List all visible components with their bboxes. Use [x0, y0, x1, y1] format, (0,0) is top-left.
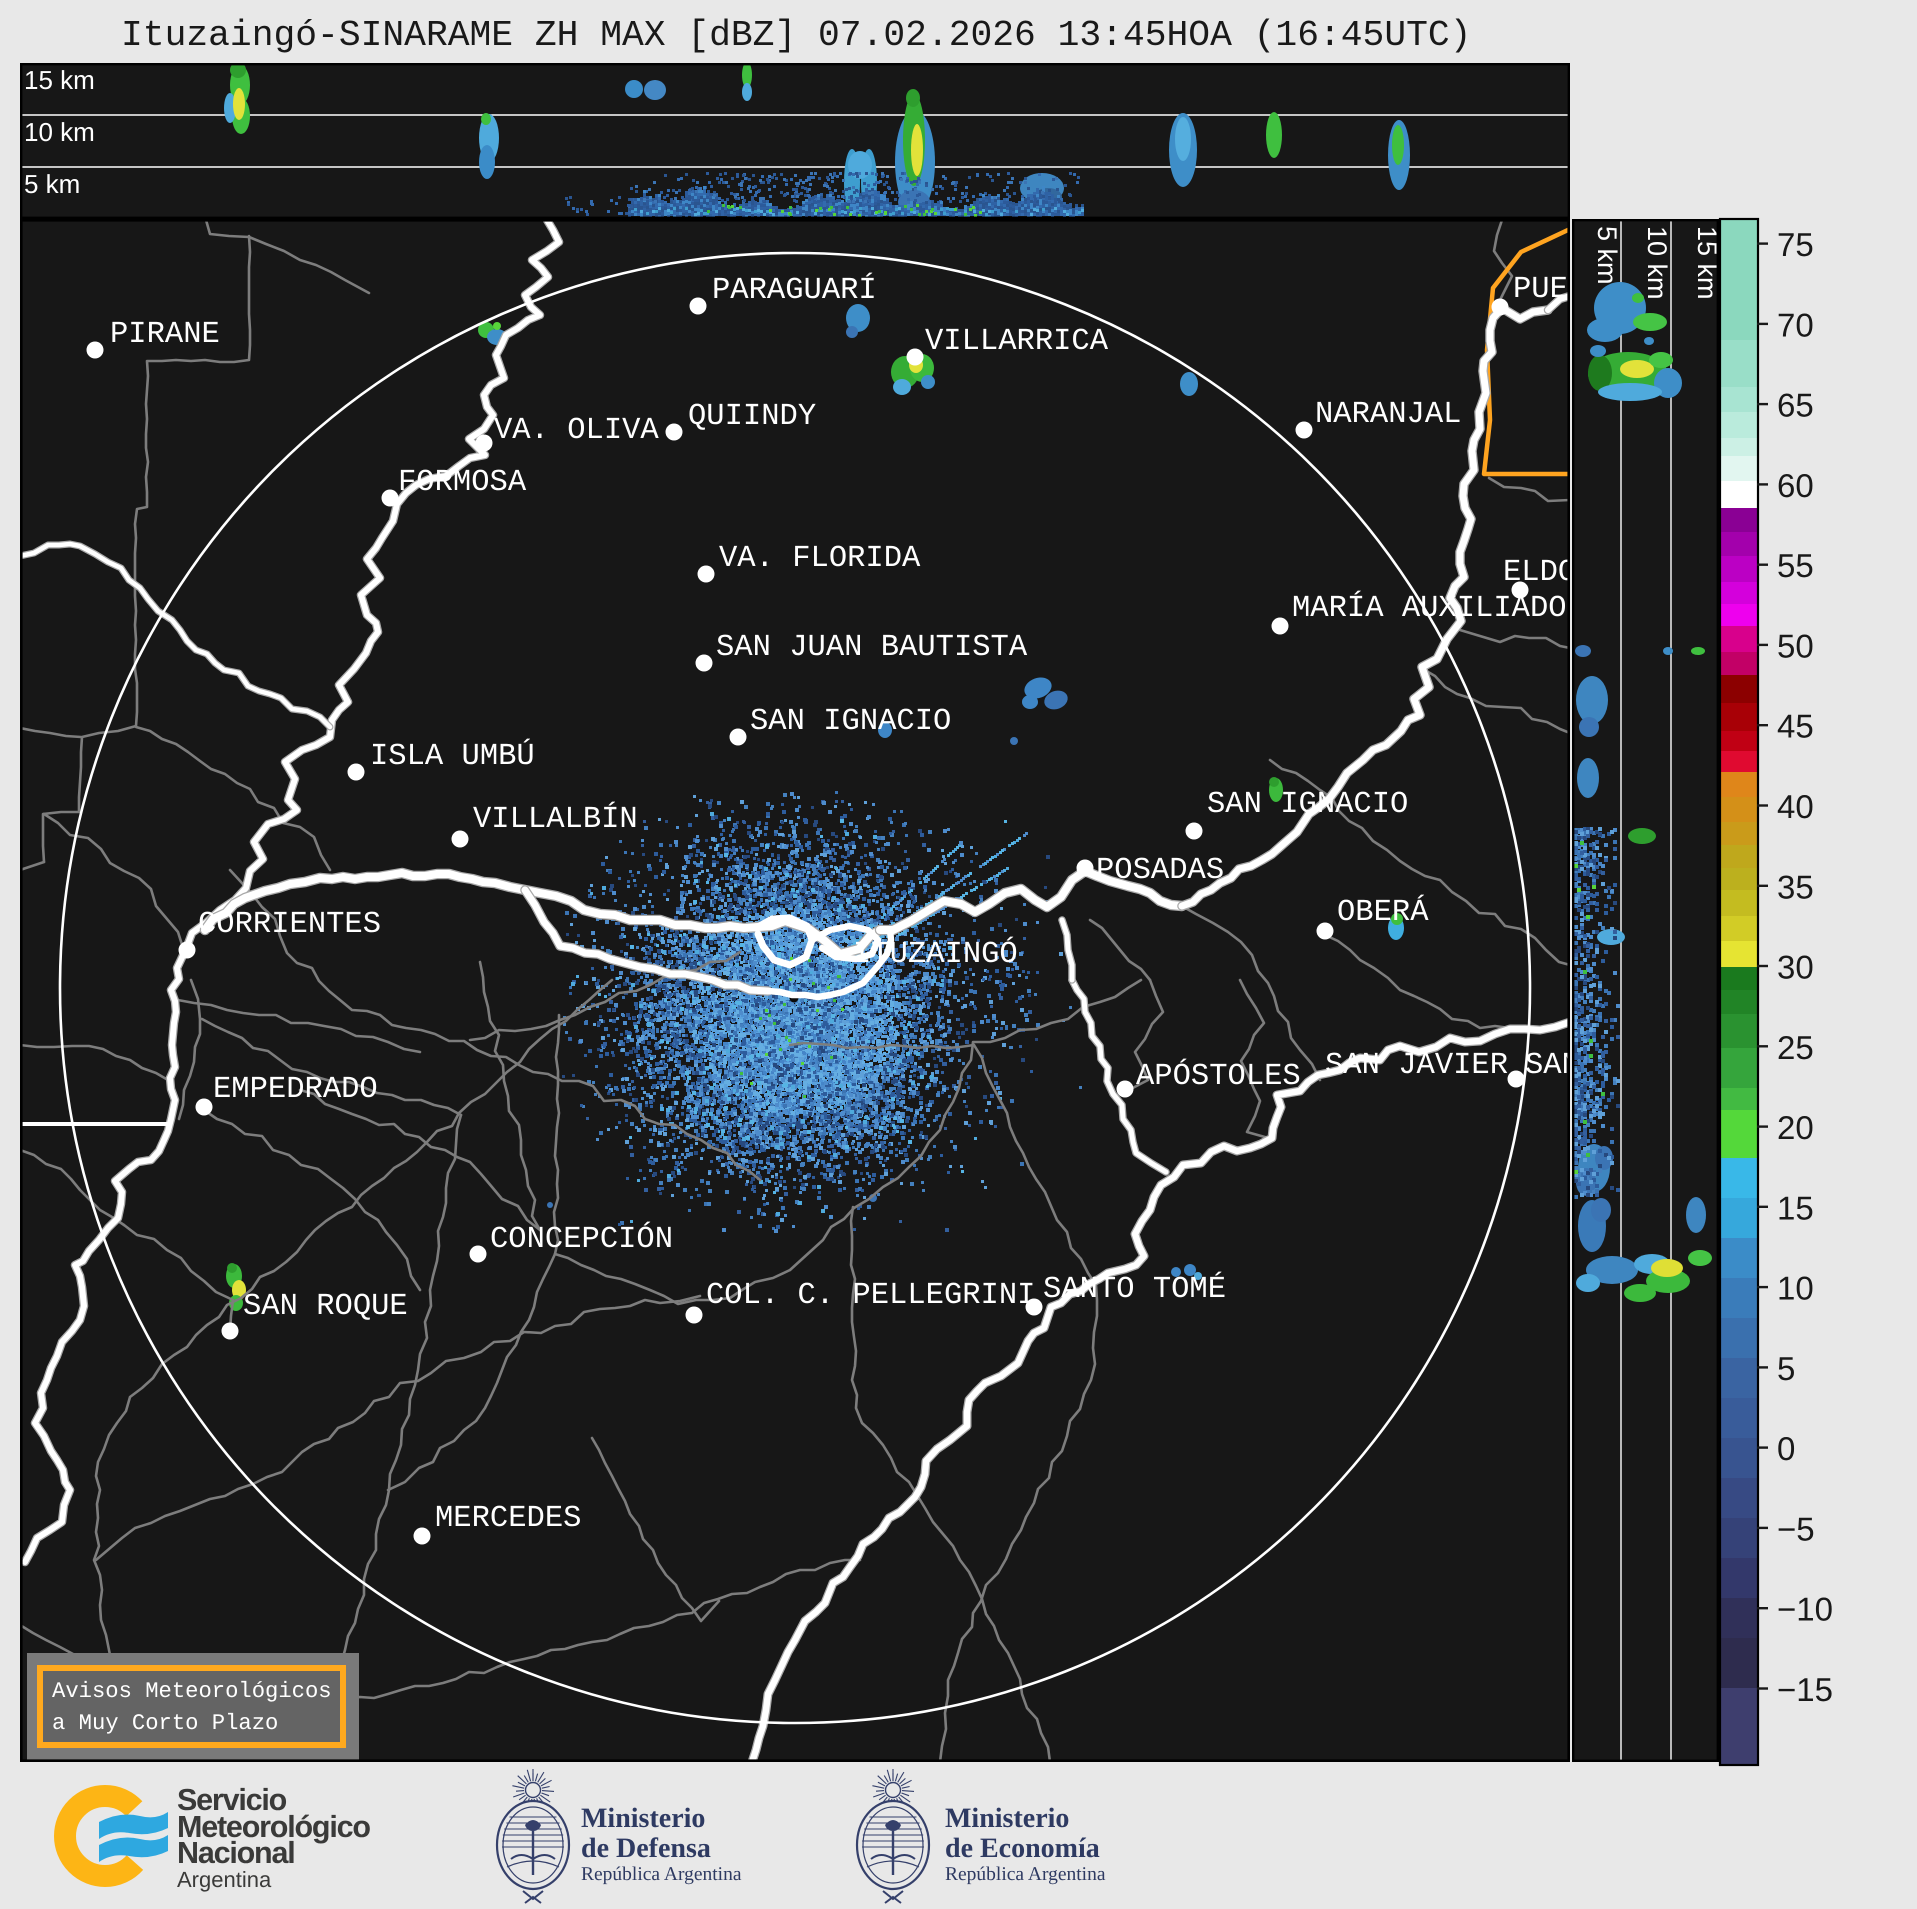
svg-text:−15: −15 — [1777, 1671, 1833, 1708]
svg-text:5 km: 5 km — [24, 169, 80, 199]
svg-text:a Muy Corto Plazo: a Muy Corto Plazo — [52, 1711, 278, 1736]
svg-text:PUERTO RICO: PUERTO RICO — [1513, 273, 1570, 307]
svg-text:15 km: 15 km — [24, 65, 95, 95]
svg-text:Servicio: Servicio — [177, 1783, 287, 1817]
svg-text:SAN JAVIER: SAN JAVIER — [1325, 1049, 1508, 1083]
svg-text:0: 0 — [1777, 1430, 1795, 1467]
svg-text:OBERÁ: OBERÁ — [1337, 894, 1429, 930]
svg-text:NARANJAL: NARANJAL — [1315, 398, 1461, 432]
svg-text:SAN IGNACIO: SAN IGNACIO — [750, 705, 951, 739]
svg-text:Meteorológico: Meteorológico — [177, 1810, 370, 1844]
svg-text:Avisos Meteorológicos: Avisos Meteorológicos — [52, 1679, 332, 1704]
svg-text:Ministerio: Ministerio — [945, 1803, 1069, 1834]
svg-text:VA. OLIVA: VA. OLIVA — [494, 414, 659, 448]
svg-text:SAN ROQUE: SAN ROQUE — [243, 1290, 408, 1324]
svg-text:10 km: 10 km — [1642, 226, 1672, 300]
svg-text:Nacional: Nacional — [177, 1836, 295, 1870]
svg-text:ITUZAINGÓ: ITUZAINGÓ — [853, 936, 1018, 972]
svg-text:45: 45 — [1777, 708, 1814, 745]
svg-text:VA. FLORIDA: VA. FLORIDA — [719, 542, 921, 576]
svg-text:−5: −5 — [1777, 1510, 1815, 1547]
svg-text:VILLALBÍN: VILLALBÍN — [473, 801, 638, 837]
svg-text:25: 25 — [1777, 1029, 1814, 1066]
svg-text:PIRANE: PIRANE — [110, 318, 220, 352]
svg-text:POSADAS: POSADAS — [1096, 854, 1224, 888]
svg-text:Ministerio: Ministerio — [581, 1803, 705, 1834]
svg-text:FORMOSA: FORMOSA — [398, 466, 527, 500]
svg-text:de Economía: de Economía — [945, 1833, 1100, 1864]
svg-text:SAN IGNACIO: SAN IGNACIO — [1207, 788, 1408, 822]
svg-text:CORRIENTES: CORRIENTES — [198, 908, 381, 942]
svg-text:15: 15 — [1777, 1189, 1814, 1226]
svg-text:30: 30 — [1777, 949, 1814, 986]
svg-text:65: 65 — [1777, 387, 1814, 424]
svg-text:5: 5 — [1777, 1350, 1795, 1387]
svg-text:15 km: 15 km — [1692, 226, 1719, 300]
svg-text:55: 55 — [1777, 547, 1814, 584]
svg-text:50: 50 — [1777, 627, 1814, 664]
svg-text:70: 70 — [1777, 306, 1814, 343]
svg-text:SANTO TOMÉ: SANTO TOMÉ — [1043, 1271, 1226, 1307]
svg-text:MERCEDES: MERCEDES — [435, 1502, 581, 1536]
svg-text:−10: −10 — [1777, 1591, 1833, 1628]
svg-text:5 km: 5 km — [1592, 226, 1622, 285]
svg-text:10: 10 — [1777, 1270, 1814, 1307]
svg-text:República Argentina: República Argentina — [581, 1864, 742, 1885]
svg-text:40: 40 — [1777, 788, 1814, 825]
svg-text:QUIINDY: QUIINDY — [688, 400, 816, 434]
svg-text:ISLA UMBÚ: ISLA UMBÚ — [370, 738, 535, 774]
svg-text:de Defensa: de Defensa — [581, 1833, 711, 1864]
svg-text:SAN JUAN BAUTISTA: SAN JUAN BAUTISTA — [716, 631, 1028, 665]
svg-text:75: 75 — [1777, 226, 1814, 263]
svg-text:SAN: SAN — [1525, 1049, 1570, 1083]
svg-text:35: 35 — [1777, 868, 1814, 905]
svg-text:República Argentina: República Argentina — [945, 1864, 1106, 1885]
svg-text:PARAGUARÍ: PARAGUARÍ — [712, 272, 877, 308]
svg-text:20: 20 — [1777, 1109, 1814, 1146]
svg-text:VILLARRICA: VILLARRICA — [925, 325, 1109, 359]
svg-text:COL. C. PELLEGRINI: COL. C. PELLEGRINI — [706, 1279, 1035, 1313]
svg-text:60: 60 — [1777, 467, 1814, 504]
svg-text:APÓSTOLES: APÓSTOLES — [1136, 1058, 1301, 1094]
svg-text:CONCEPCIÓN: CONCEPCIÓN — [490, 1221, 673, 1257]
svg-text:Argentina: Argentina — [177, 1867, 272, 1892]
svg-text:10 km: 10 km — [24, 117, 95, 147]
svg-text:EMPEDRADO: EMPEDRADO — [213, 1073, 378, 1107]
svg-text:ELDORADO: ELDORADO — [1503, 556, 1570, 590]
